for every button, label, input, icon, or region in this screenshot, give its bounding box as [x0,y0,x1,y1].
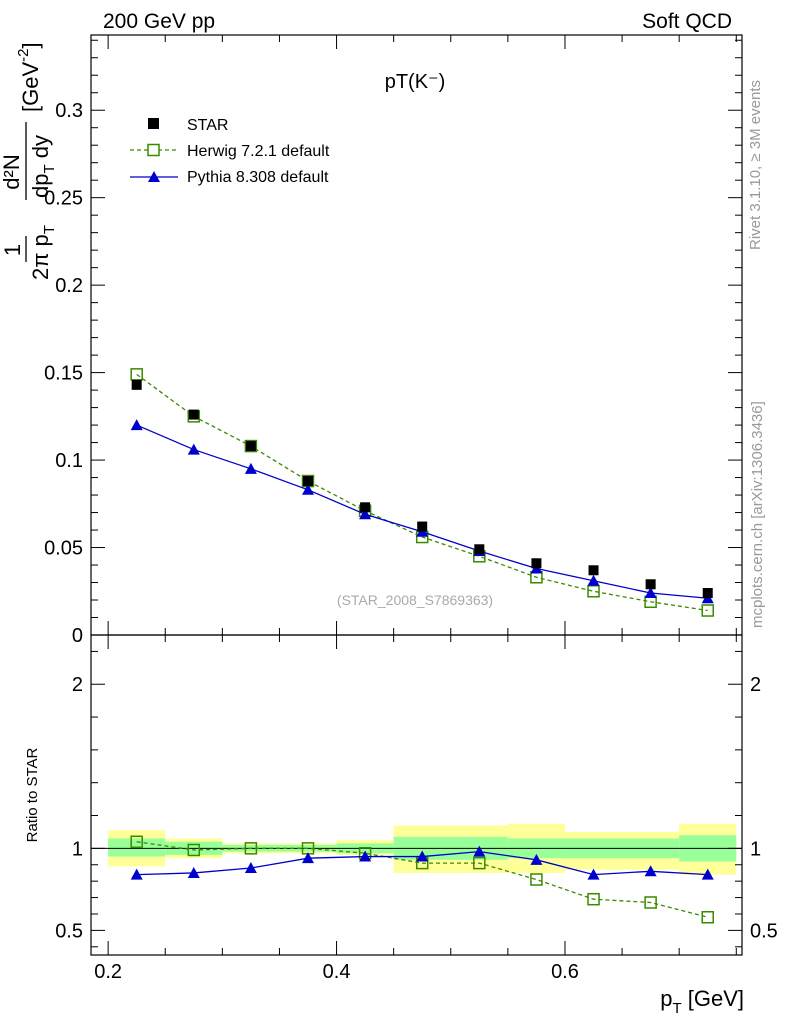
main-point-star [303,476,313,487]
main-series-layer [130,368,714,617]
ylabel-unit: [GeV-2] [15,42,43,112]
watermark: (STAR_2008_S7869363) [337,592,493,608]
main-point-pythia [187,443,200,455]
ratio-point-pythia [302,852,314,864]
main-point-pythia [302,483,314,495]
legend-pythia-label: Pythia 8.308 default [187,169,329,186]
ratio-y-tick-label-right: 2 [750,674,761,696]
main-point-pythia [644,587,657,599]
main-point-herwig [587,585,600,598]
ratio-y-axis: 0.5 0.5 1 1 2 2 [55,650,778,948]
ratio-point-pythia [130,868,143,880]
main-y-tick-label: 0 [72,625,83,647]
ylabel-main-num: d²N [0,154,24,189]
main-point-star [474,544,485,555]
ratio-frame [90,634,743,956]
ratio-y-tick-label-left: 2 [72,674,83,696]
main-point-pythia [130,419,143,431]
x-tick-label: 0.6 [551,961,579,983]
header-right: Soft QCD [642,10,732,33]
legend-herwig-label: Herwig 7.2.1 default [187,143,330,160]
ratio-point-pythia [644,865,657,877]
ylabel-main-den: dpT dy [28,135,58,198]
main-point-pythia [359,508,372,520]
x-axis: 0.2 0.4 0.6 [94,35,737,983]
ratio-point-herwig [701,911,714,924]
ratio-point-herwig [130,835,143,849]
x-tick-label: 0.2 [94,961,122,983]
main-point-star [360,502,371,513]
main-point-star [702,588,713,599]
main-y-tick-label: 0.05 [44,538,83,560]
ratio-point-pythia [416,850,429,862]
main-point-pythia [587,574,600,586]
legend-star-label: STAR [187,117,228,134]
ratio-y-label: Ratio to STAR [24,747,41,842]
ratio-point-herwig [530,873,543,886]
main-y-tick-label: 0.15 [44,363,83,385]
main-point-star [131,379,142,390]
ratio-point-pythia [187,866,200,878]
main-y-tick-label: 0.3 [55,100,83,122]
main-y-tick-label: 0.2 [55,275,83,297]
legend-pythia-marker [148,171,160,182]
ratio-series-layer [130,835,714,924]
ratio-point-pythia [244,862,257,874]
main-line-0 [136,373,708,612]
ylabel-frac-den: 2π pT [28,225,58,280]
main-point-star [531,558,542,569]
header-left: 200 GeV pp [103,10,215,33]
ratio-point-pythia [473,845,486,857]
legend-herwig-marker [147,143,160,157]
main-y-tick-label: 0.25 [44,188,83,210]
main-point-herwig [701,604,714,617]
ratio-point-pythia [587,868,600,880]
ratio-y-tick-label-right: 1 [750,838,761,860]
ratio-point-herwig [644,896,657,909]
ratio-point-herwig [473,856,486,870]
ratio-y-tick-label-right: 0.5 [750,920,778,942]
rivet-label: Rivet 3.1.10, ≥ 3M events [747,80,764,250]
main-point-star [588,565,599,576]
ratio-point-herwig [187,843,201,857]
x-axis-label: pT [GeV] [660,986,744,1017]
main-point-pythia [244,462,257,474]
main-point-herwig [244,439,258,453]
main-y-label: 1 2π pT d²N dpT dy [GeV-2] [0,42,58,280]
ratio-y-tick-label-left: 1 [72,838,83,860]
main-y-axis: 0 0.05 0.1 0.15 0.2 0.25 0.3 [44,39,742,647]
ratio-point-pythia [359,850,372,862]
main-point-star [188,409,199,420]
main-line-1 [136,424,708,599]
ratio-point-pythia [530,853,543,865]
legend-star-marker [148,118,159,129]
main-point-star [417,521,428,532]
ratio-point-pythia [701,868,714,880]
main-point-star [645,579,656,590]
main-point-star [245,441,256,452]
x-tick-label: 0.4 [323,961,351,983]
ratio-point-herwig [244,842,258,855]
main-y-tick-label: 0.1 [55,450,83,472]
main-plot-title: pT(K⁻) [385,71,446,93]
ratio-y-tick-label-left: 0.5 [55,920,83,942]
mcplots-label: mcplots.cern.ch [arXiv:1306.3436] [749,401,766,628]
ylabel-frac-num: 1 [0,244,25,256]
ratio-point-herwig [587,892,600,906]
ratio-line-0 [136,841,708,918]
legend: STAR Herwig 7.2.1 default Pythia 8.308 d… [130,117,330,186]
